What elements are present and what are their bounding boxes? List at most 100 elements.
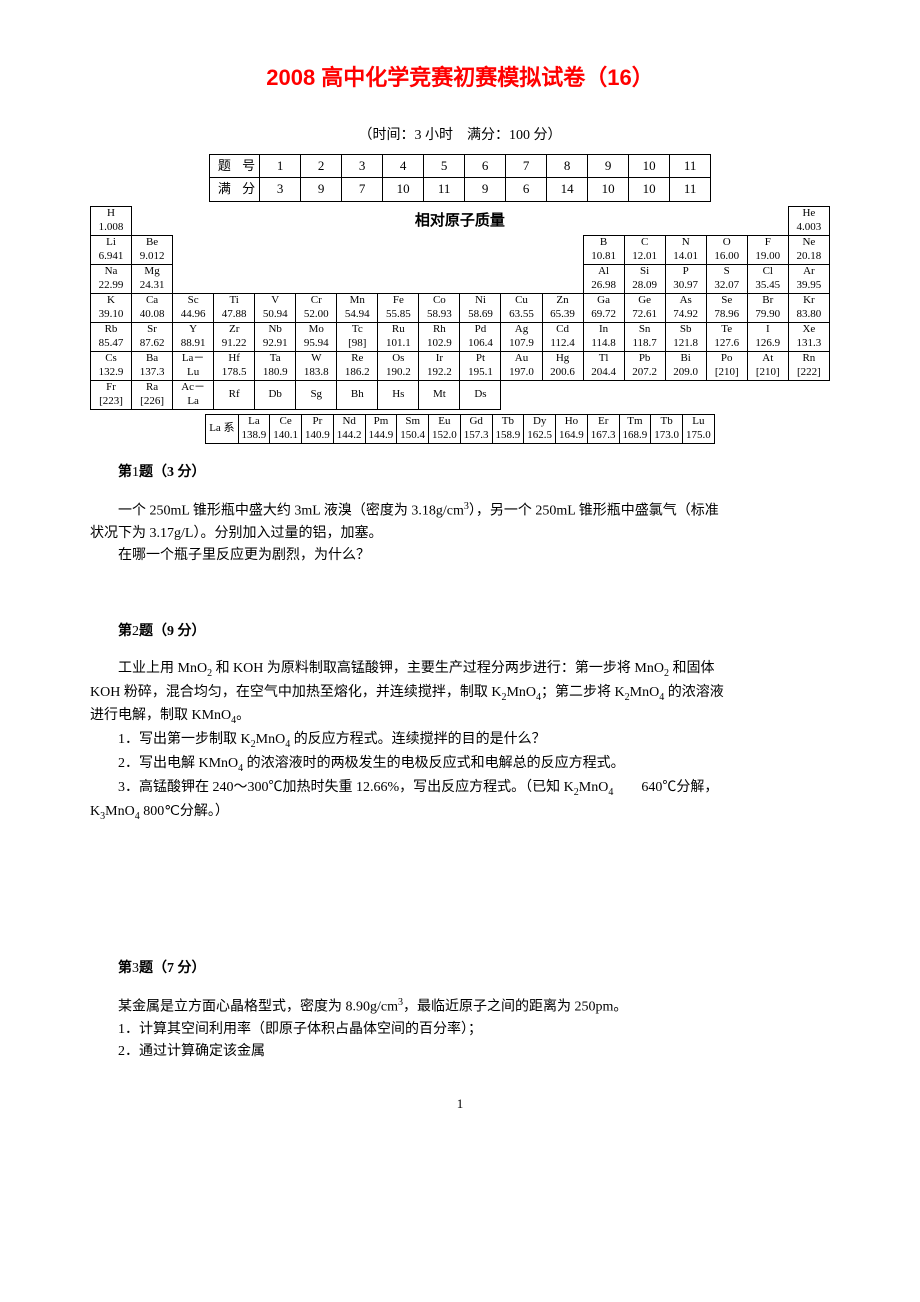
pt-cell: Fr[223] [91, 381, 132, 410]
q2-l2: 2．写出电解 KMnO4 的浓溶液时的两极发生的电极反应式和电解总的反应方程式。 [90, 753, 830, 777]
la-cell: Nd144.2 [333, 415, 365, 444]
cell: 5 [424, 154, 465, 178]
cell: 9 [465, 178, 506, 202]
q2-p2: KOH 粉碎，混合均匀，在空气中加热至熔化，并连续搅拌，制取 K2MnO4；第二… [90, 682, 830, 706]
pt-cell: Ti47.88 [214, 294, 255, 323]
q3-head: 第3题（7 分） [90, 958, 830, 980]
q3-l2: 2．通过计算确定该金属 [90, 1041, 830, 1063]
pt-cell: Ru101.1 [378, 323, 419, 352]
q1-head: 第1题（3 分） [90, 462, 830, 484]
mass-title: 相对原子质量 [132, 207, 789, 236]
cell: 9 [301, 178, 342, 202]
pt-cell: P30.97 [665, 265, 706, 294]
pt-cell: He4.003 [788, 207, 829, 236]
pt-cell: Au197.0 [501, 352, 542, 381]
pt-cell: Mo95.94 [296, 323, 337, 352]
pt-cell: Sb121.8 [665, 323, 706, 352]
q2-head: 第2题（9 分） [90, 621, 830, 643]
la-cell: Pm144.9 [365, 415, 397, 444]
score-table: 题 号 1 2 3 4 5 6 7 8 9 10 11 满 分 3 9 7 10… [209, 154, 711, 203]
pt-cell: Ag107.9 [501, 323, 542, 352]
pt-cell: Bh [337, 381, 378, 410]
pt-cell: Pd106.4 [460, 323, 501, 352]
pt-cell: Rb85.47 [91, 323, 132, 352]
pt-cell: Se78.96 [706, 294, 747, 323]
q1-p2: 状况下为 3.17g/L）。分别加入过量的铝，加塞。 [90, 523, 830, 545]
la-cell: Tm168.9 [619, 415, 651, 444]
cell: 2 [301, 154, 342, 178]
la-cell: Tb173.0 [651, 415, 683, 444]
la-cell: Dy162.5 [524, 415, 556, 444]
la-cell: Ho164.9 [556, 415, 588, 444]
pt-cell: Pt195.1 [460, 352, 501, 381]
q1-p3: 在哪一个瓶子里反应更为剧烈，为什么？ [90, 545, 830, 567]
pt-cell: Cu63.55 [501, 294, 542, 323]
pt-cell: H1.008 [91, 207, 132, 236]
pt-cell: K39.10 [91, 294, 132, 323]
pt-cell: Br79.90 [747, 294, 788, 323]
pt-cell: Ge72.61 [624, 294, 665, 323]
pt-cell: Co58.93 [419, 294, 460, 323]
pt-cell: Na22.99 [91, 265, 132, 294]
q2-l4: K3MnO4 800℃分解。） [90, 801, 830, 825]
cell: 14 [547, 178, 588, 202]
pt-cell: S32.07 [706, 265, 747, 294]
pt-cell: Hg200.6 [542, 352, 583, 381]
pt-cell: Ir192.2 [419, 352, 460, 381]
la-label: La 系 [206, 415, 238, 444]
pt-cell: Rh102.9 [419, 323, 460, 352]
pt-cell: Bi209.0 [665, 352, 706, 381]
q3-l1: 1．计算其空间利用率（即原子体积占晶体空间的百分率）； [90, 1019, 830, 1041]
pt-cell: Sr87.62 [132, 323, 173, 352]
cell: 9 [588, 154, 629, 178]
pt-cell: Mt [419, 381, 460, 410]
pt-cell: Ta180.9 [255, 352, 296, 381]
pt-cell: B10.81 [583, 236, 624, 265]
score-label-num: 题 号 [209, 154, 259, 178]
cell: 10 [588, 178, 629, 202]
pt-cell: Si28.09 [624, 265, 665, 294]
q2-l3: 3．高锰酸钾在 240～300℃加热时失重 12.66%，写出反应方程式。（已知… [90, 777, 830, 801]
pt-cell: Cl35.45 [747, 265, 788, 294]
pt-cell: Ra[226] [132, 381, 173, 410]
pt-cell: Mg24.31 [132, 265, 173, 294]
pt-cell: Ni58.69 [460, 294, 501, 323]
page-number: 1 [90, 1094, 830, 1115]
pt-cell: Zr91.22 [214, 323, 255, 352]
pt-cell: C12.01 [624, 236, 665, 265]
pt-cell: F19.00 [747, 236, 788, 265]
la-cell: La138.9 [238, 415, 270, 444]
pt-cell: Mn54.94 [337, 294, 378, 323]
pt-cell: Cr52.00 [296, 294, 337, 323]
q2-l1: 1．写出第一步制取 K2MnO4 的反应方程式。连续搅拌的目的是什么？ [90, 729, 830, 753]
pt-cell: At[210] [747, 352, 788, 381]
pt-cell: Rf [214, 381, 255, 410]
pt-cell: Ba137.3 [132, 352, 173, 381]
pt-cell: As74.92 [665, 294, 706, 323]
pt-cell: Hs [378, 381, 419, 410]
cell: 7 [506, 154, 547, 178]
pt-cell: Ac－La [173, 381, 214, 410]
pt-cell: Nb92.91 [255, 323, 296, 352]
pt-cell: V50.94 [255, 294, 296, 323]
pt-cell: Ca40.08 [132, 294, 173, 323]
page-title: 2008 高中化学竞赛初赛模拟试卷（16） [90, 60, 830, 95]
pt-cell: Po[210] [706, 352, 747, 381]
pt-cell: Kr83.80 [788, 294, 829, 323]
cell: 4 [383, 154, 424, 178]
pt-cell: Sg [296, 381, 337, 410]
pt-cell: In114.8 [583, 323, 624, 352]
pt-cell: Re186.2 [337, 352, 378, 381]
la-cell: Er167.3 [587, 415, 619, 444]
cell: 3 [260, 178, 301, 202]
la-cell: Eu152.0 [429, 415, 461, 444]
periodic-table: H1.008 相对原子质量 He4.003 Li6.941 Be9.012 B1… [90, 206, 830, 410]
la-cell: Pr140.9 [302, 415, 334, 444]
exam-subtitle: （时间：3 小时 满分：100 分） [90, 125, 830, 147]
cell: 8 [547, 154, 588, 178]
cell: 7 [342, 178, 383, 202]
pt-cell: Os190.2 [378, 352, 419, 381]
pt-cell: Ds [460, 381, 501, 410]
pt-cell: Ga69.72 [583, 294, 624, 323]
cell: 10 [383, 178, 424, 202]
